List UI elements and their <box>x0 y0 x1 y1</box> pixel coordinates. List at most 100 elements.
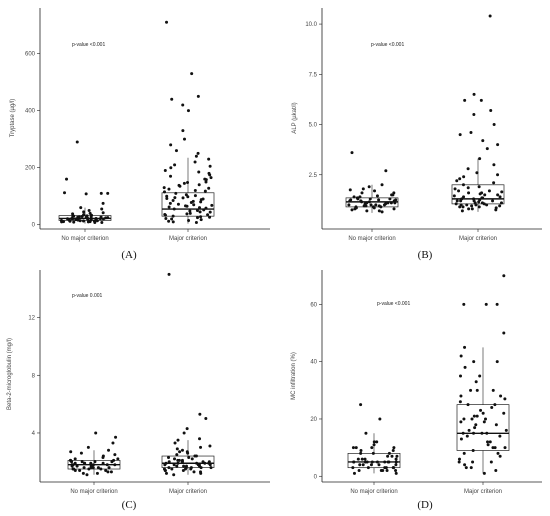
data-point <box>193 189 197 192</box>
y-axis-title: Tryptase (µg/l) <box>10 99 16 138</box>
x-tick-label: No major criterion <box>350 489 397 495</box>
data-point <box>462 195 466 199</box>
data-point <box>491 446 495 450</box>
data-point <box>498 434 502 438</box>
data-point <box>384 466 388 470</box>
data-point <box>380 210 384 214</box>
data-point <box>177 183 181 187</box>
data-point <box>477 205 481 209</box>
data-point <box>204 417 208 421</box>
data-point <box>483 193 487 197</box>
data-point <box>198 412 202 416</box>
data-point <box>365 209 369 213</box>
data-point <box>463 365 467 369</box>
data-point <box>162 190 166 194</box>
data-point <box>392 207 396 211</box>
x-tick-label: No major criterion <box>61 236 108 242</box>
data-point <box>193 194 197 198</box>
data-point <box>484 302 488 306</box>
data-point <box>367 185 371 189</box>
data-point <box>392 199 396 203</box>
data-point <box>199 198 203 202</box>
data-point <box>458 205 462 209</box>
data-point <box>173 196 177 200</box>
data-point <box>478 374 482 378</box>
data-point <box>170 97 174 101</box>
box-iqr <box>456 404 510 451</box>
data-point <box>62 220 66 224</box>
y-tick-label: 0 <box>314 474 318 480</box>
data-point <box>472 199 476 203</box>
data-point <box>167 466 171 470</box>
data-point <box>81 471 85 475</box>
data-point <box>104 216 108 220</box>
data-point <box>358 195 362 199</box>
data-point <box>369 203 373 207</box>
data-point <box>475 171 479 175</box>
data-point <box>390 454 394 458</box>
data-point <box>372 443 376 447</box>
data-point <box>173 457 177 461</box>
data-point <box>174 149 178 153</box>
data-point <box>375 440 379 444</box>
data-point <box>203 189 207 193</box>
data-point <box>377 463 381 467</box>
data-point <box>174 191 178 195</box>
data-point <box>478 157 482 161</box>
data-point <box>83 461 87 465</box>
data-point <box>350 208 354 212</box>
data-point <box>486 443 490 447</box>
box-iqr <box>161 455 215 468</box>
data-point <box>367 200 371 204</box>
data-point <box>485 203 489 207</box>
data-point <box>96 466 100 470</box>
data-point <box>204 206 208 210</box>
data-point <box>459 394 463 398</box>
data-point <box>167 455 171 459</box>
data-point <box>63 191 67 195</box>
data-point <box>470 417 474 421</box>
data-point <box>86 445 90 449</box>
data-point <box>195 208 199 212</box>
data-point <box>457 457 461 461</box>
y-axis-title: ALP (µkat/l) <box>292 102 298 133</box>
data-point <box>204 180 208 184</box>
data-point <box>465 434 469 438</box>
data-point <box>106 191 110 195</box>
y-tick-label: 600 <box>25 52 36 58</box>
data-point <box>180 458 184 462</box>
y-tick-label: 7.5 <box>309 72 318 78</box>
data-point <box>379 205 383 209</box>
data-point <box>478 198 482 202</box>
data-point <box>202 208 206 212</box>
data-point <box>194 220 198 224</box>
data-point <box>113 463 117 467</box>
y-tick-label: 8 <box>32 373 36 379</box>
data-point <box>85 214 89 218</box>
data-point <box>360 191 364 195</box>
data-point <box>498 204 502 208</box>
data-point <box>186 181 190 185</box>
data-point <box>472 414 476 418</box>
data-point <box>359 403 363 407</box>
data-point <box>99 191 103 195</box>
data-point <box>181 103 185 107</box>
data-point <box>188 211 192 215</box>
data-point <box>370 446 374 450</box>
data-point <box>208 463 212 467</box>
data-point <box>87 467 91 471</box>
data-point <box>70 464 74 468</box>
data-point <box>187 455 191 459</box>
data-point <box>503 446 507 450</box>
data-point <box>359 448 363 452</box>
data-point <box>463 463 467 467</box>
data-point <box>82 210 86 214</box>
data-point <box>203 461 207 465</box>
data-point <box>94 431 98 435</box>
data-point <box>175 464 179 468</box>
data-point <box>356 457 360 461</box>
data-point <box>352 471 356 475</box>
data-point <box>359 451 363 455</box>
y-tick-label: 10.0 <box>305 22 317 28</box>
data-point <box>463 345 467 349</box>
